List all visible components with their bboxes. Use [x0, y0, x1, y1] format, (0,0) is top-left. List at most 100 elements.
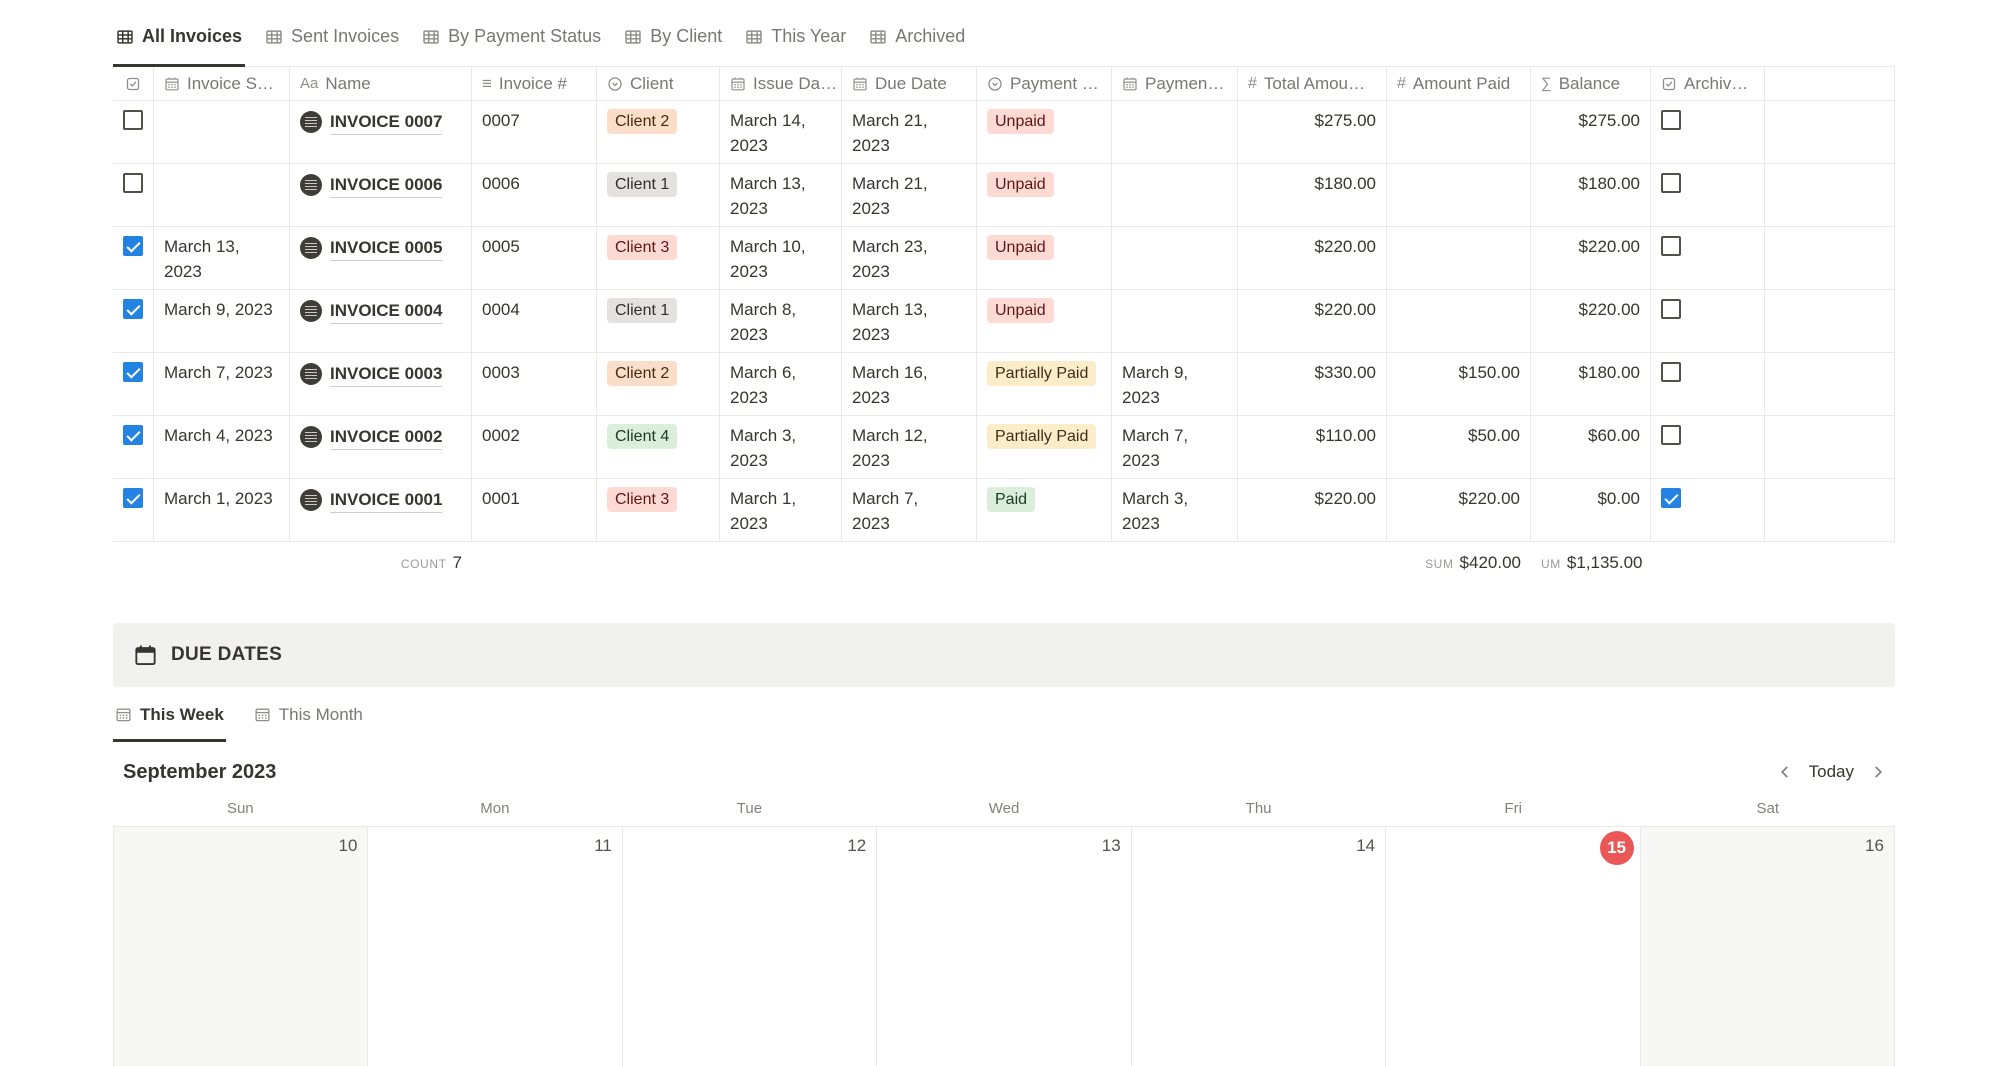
archived-checkbox[interactable] [1661, 236, 1681, 256]
cell-invoice-number[interactable]: 0007 [472, 101, 597, 163]
calendar-day-cell[interactable]: 11 [368, 827, 623, 1066]
cell-invoice-sent[interactable]: March 7, 2023 [154, 353, 290, 415]
cell-issue-date[interactable]: March 8, 2023 [720, 290, 842, 352]
header-due-date[interactable]: Due Date [842, 67, 977, 100]
cell-invoice-number[interactable]: 0002 [472, 416, 597, 478]
cell-payment-date[interactable]: March 7, 2023 [1112, 416, 1238, 478]
cell-name[interactable]: INVOICE 0006 [290, 164, 472, 226]
cell-client[interactable]: Client 4 [597, 416, 720, 478]
cell-amount-paid[interactable]: $150.00 [1387, 353, 1531, 415]
cell-total-amount[interactable]: $110.00 [1238, 416, 1387, 478]
header-payment-status[interactable]: Payment … [977, 67, 1112, 100]
header-select-all[interactable] [113, 67, 154, 100]
header-invoice-sent[interactable]: Invoice S… [154, 67, 290, 100]
cell-payment-date[interactable] [1112, 164, 1238, 226]
next-week-button[interactable] [1869, 763, 1887, 781]
calendar-day-cell[interactable]: 13 [877, 827, 1132, 1066]
cell-due-date[interactable]: March 21, 2023 [842, 101, 977, 163]
cell-payment-date[interactable] [1112, 227, 1238, 289]
view-tab-by-payment-status[interactable]: By Payment Status [419, 24, 604, 67]
view-tab-archived[interactable]: Archived [866, 24, 968, 67]
cell-payment-date[interactable] [1112, 290, 1238, 352]
calendar-day-cell[interactable]: 10 [114, 827, 369, 1066]
cell-invoice-number[interactable]: 0005 [472, 227, 597, 289]
archived-checkbox[interactable] [1661, 110, 1681, 130]
cell-invoice-sent[interactable]: March 9, 2023 [154, 290, 290, 352]
cell-client[interactable]: Client 2 [597, 101, 720, 163]
header-amount-paid[interactable]: # Amount Paid [1387, 67, 1531, 100]
cell-issue-date[interactable]: March 13, 2023 [720, 164, 842, 226]
cell-due-date[interactable]: March 7, 2023 [842, 479, 977, 541]
cell-name[interactable]: INVOICE 0003 [290, 353, 472, 415]
cell-amount-paid[interactable] [1387, 290, 1531, 352]
cell-invoice-number[interactable]: 0006 [472, 164, 597, 226]
cell-payment-status[interactable]: Partially Paid [977, 353, 1112, 415]
calendar-day-cell[interactable]: 16 [1640, 827, 1895, 1066]
cell-invoice-sent[interactable]: March 4, 2023 [154, 416, 290, 478]
cell-payment-date[interactable]: March 3, 2023 [1112, 479, 1238, 541]
cell-total-amount[interactable]: $220.00 [1238, 479, 1387, 541]
cell-balance[interactable]: $275.00 [1531, 101, 1651, 163]
row-select-checkbox[interactable] [123, 173, 143, 193]
archived-checkbox[interactable] [1661, 173, 1681, 193]
cell-payment-date[interactable] [1112, 101, 1238, 163]
row-select-checkbox[interactable] [123, 299, 143, 319]
cell-invoice-number[interactable]: 0003 [472, 353, 597, 415]
cell-balance[interactable]: $0.00 [1531, 479, 1651, 541]
cell-amount-paid[interactable]: $220.00 [1387, 479, 1531, 541]
archived-checkbox[interactable] [1661, 299, 1681, 319]
cell-invoice-number[interactable]: 0004 [472, 290, 597, 352]
count-summary[interactable]: COUNT 7 [113, 553, 472, 573]
cell-due-date[interactable]: March 21, 2023 [842, 164, 977, 226]
row-select-checkbox[interactable] [123, 488, 143, 508]
header-name[interactable]: Aa Name [290, 67, 472, 100]
cell-balance[interactable]: $180.00 [1531, 164, 1651, 226]
cell-due-date[interactable]: March 13, 2023 [842, 290, 977, 352]
cell-invoice-number[interactable]: 0001 [472, 479, 597, 541]
invoice-page-link[interactable]: INVOICE 0006 [330, 173, 443, 198]
calendar-day-cell[interactable]: 14 [1132, 827, 1387, 1066]
cell-client[interactable]: Client 1 [597, 164, 720, 226]
amount-paid-sum[interactable]: SUM $420.00 [1387, 553, 1531, 573]
due-dates-header[interactable]: DUE DATES [113, 623, 1895, 687]
header-invoice-number[interactable]: ≡ Invoice # [472, 67, 597, 100]
header-issue-date[interactable]: Issue Da… [720, 67, 842, 100]
cell-amount-paid[interactable] [1387, 227, 1531, 289]
header-payment-date[interactable]: Paymen… [1112, 67, 1238, 100]
invoice-page-link[interactable]: INVOICE 0002 [330, 425, 443, 450]
header-archived[interactable]: Archiv… [1651, 67, 1765, 100]
calendar-day-cell[interactable]: 12 [623, 827, 878, 1066]
cell-invoice-sent[interactable]: March 1, 2023 [154, 479, 290, 541]
cell-payment-status[interactable]: Unpaid [977, 227, 1112, 289]
view-tab-all-invoices[interactable]: All Invoices [113, 24, 246, 67]
cell-payment-status[interactable]: Unpaid [977, 290, 1112, 352]
invoice-page-link[interactable]: INVOICE 0001 [330, 488, 443, 513]
balance-sum[interactable]: UM $1,135.00 [1531, 553, 1651, 573]
cell-issue-date[interactable]: March 10, 2023 [720, 227, 842, 289]
cell-name[interactable]: INVOICE 0001 [290, 479, 472, 541]
invoice-page-link[interactable]: INVOICE 0003 [330, 362, 443, 387]
calendar-day-cell[interactable]: 15 [1386, 827, 1641, 1066]
archived-checkbox[interactable] [1661, 488, 1681, 508]
cell-amount-paid[interactable] [1387, 101, 1531, 163]
cell-issue-date[interactable]: March 14, 2023 [720, 101, 842, 163]
cell-invoice-sent[interactable] [154, 101, 290, 163]
archived-checkbox[interactable] [1661, 425, 1681, 445]
prev-week-button[interactable] [1776, 763, 1794, 781]
cell-total-amount[interactable]: $180.00 [1238, 164, 1387, 226]
cell-payment-date[interactable]: March 9, 2023 [1112, 353, 1238, 415]
cell-name[interactable]: INVOICE 0007 [290, 101, 472, 163]
view-tab-this-week[interactable]: This Week [113, 702, 226, 742]
cell-due-date[interactable]: March 23, 2023 [842, 227, 977, 289]
view-tab-by-client[interactable]: By Client [621, 24, 725, 67]
cell-issue-date[interactable]: March 6, 2023 [720, 353, 842, 415]
cell-due-date[interactable]: March 16, 2023 [842, 353, 977, 415]
cell-name[interactable]: INVOICE 0005 [290, 227, 472, 289]
header-client[interactable]: Client [597, 67, 720, 100]
cell-due-date[interactable]: March 12, 2023 [842, 416, 977, 478]
row-select-checkbox[interactable] [123, 236, 143, 256]
cell-amount-paid[interactable]: $50.00 [1387, 416, 1531, 478]
cell-payment-status[interactable]: Unpaid [977, 101, 1112, 163]
cell-name[interactable]: INVOICE 0004 [290, 290, 472, 352]
cell-payment-status[interactable]: Paid [977, 479, 1112, 541]
